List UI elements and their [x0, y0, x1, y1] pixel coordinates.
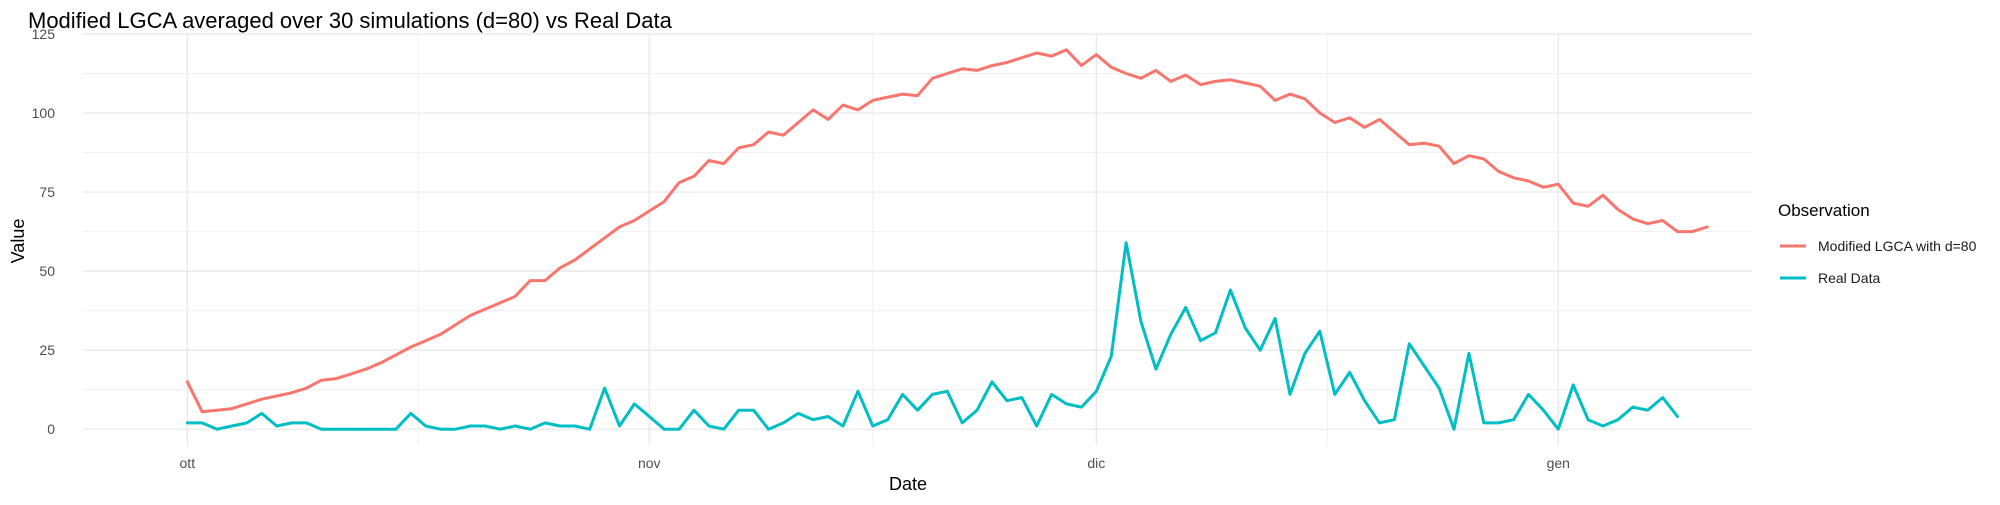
- x-axis-ticks: ott nov dic gen: [180, 455, 1570, 471]
- x-tick-label: dic: [1087, 455, 1105, 471]
- y-axis-label: Value: [8, 219, 28, 264]
- y-tick-label: 75: [39, 184, 55, 200]
- axes: 0 25 50 75 100 125 ott nov dic gen: [32, 26, 1570, 471]
- legend: Observation Modified LGCA with d=80 Real …: [1778, 201, 1977, 286]
- series-line-1: [185, 48, 1709, 414]
- y-axis-ticks: 0 25 50 75 100 125: [32, 26, 56, 437]
- x-axis-label: Date: [889, 474, 927, 494]
- legend-label: Real Data: [1818, 270, 1880, 286]
- series-line-2: [185, 241, 1679, 431]
- x-tick-label: nov: [638, 455, 661, 471]
- y-tick-label: 25: [39, 342, 55, 358]
- legend-label: Modified LGCA with d=80: [1818, 238, 1977, 254]
- y-tick-label: 125: [32, 26, 56, 42]
- chart-title: Modified LGCA averaged over 30 simulatio…: [28, 8, 673, 33]
- y-tick-label: 50: [39, 263, 55, 279]
- y-tick-label: 100: [32, 105, 56, 121]
- legend-items: Modified LGCA with d=80 Real Data: [1780, 238, 1977, 286]
- y-tick-label: 0: [47, 421, 55, 437]
- legend-title: Observation: [1778, 201, 1870, 220]
- x-tick-label: gen: [1547, 455, 1570, 471]
- series-lines: [185, 48, 1709, 431]
- x-tick-label: ott: [180, 455, 196, 471]
